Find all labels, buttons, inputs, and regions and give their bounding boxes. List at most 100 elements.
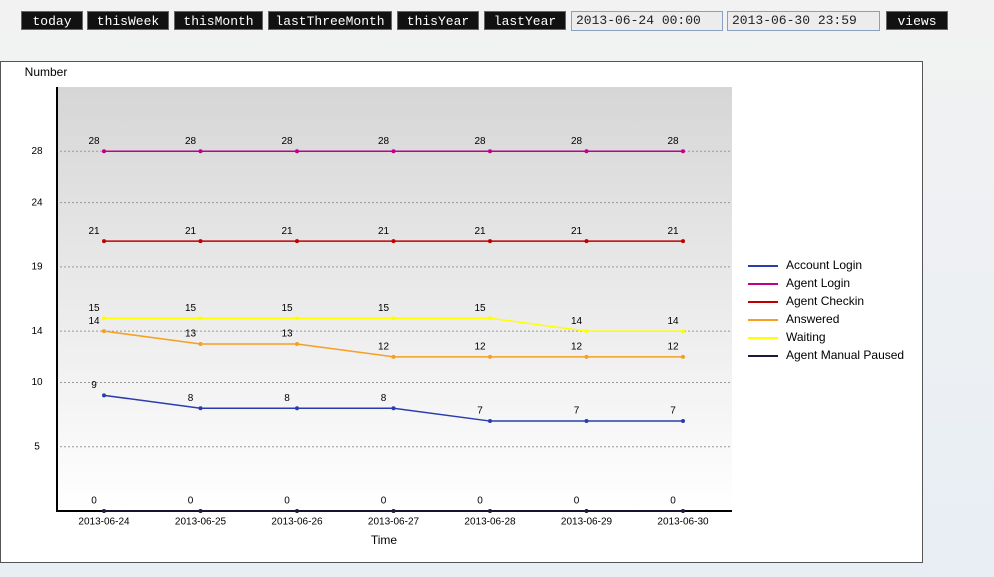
data-point (488, 354, 492, 359)
data-point (198, 341, 203, 346)
y-tick-label: 24 (31, 197, 43, 208)
data-point (488, 149, 492, 154)
data-point (102, 149, 106, 154)
button-this-year[interactable]: thisYear (397, 11, 479, 30)
button-today[interactable]: today (21, 11, 83, 30)
button-this-week[interactable]: thisWeek (87, 11, 169, 30)
data-point (198, 316, 203, 321)
data-label: 28 (571, 136, 583, 147)
data-point (102, 509, 106, 513)
data-label: 0 (381, 496, 387, 507)
legend-label: Agent Login (786, 276, 850, 290)
data-label: 14 (667, 316, 679, 327)
data-point (102, 316, 106, 321)
data-point (681, 419, 685, 424)
data-point (391, 354, 396, 359)
data-label: 21 (571, 226, 583, 237)
x-tick-label: 2013-06-29 (561, 517, 613, 528)
data-label: 15 (185, 303, 197, 314)
data-label: 8 (188, 393, 194, 404)
data-label: 12 (667, 341, 679, 352)
data-point (102, 393, 106, 398)
data-label: 0 (670, 496, 676, 507)
data-label: 13 (281, 329, 293, 340)
data-point (198, 149, 203, 154)
legend-label: Answered (786, 312, 839, 326)
data-point (295, 316, 299, 321)
data-label: 0 (477, 496, 483, 507)
data-point (488, 316, 492, 321)
data-label: 21 (378, 226, 390, 237)
data-label: 15 (474, 303, 486, 314)
data-label: 7 (477, 406, 483, 417)
legend-label: Agent Manual Paused (786, 348, 904, 362)
data-point (295, 341, 299, 346)
data-label: 28 (667, 136, 679, 147)
data-label: 0 (91, 496, 97, 507)
data-label: 21 (185, 226, 197, 237)
start-input[interactable]: 2013-06-24 00:00 (571, 11, 723, 31)
data-label: 21 (88, 226, 100, 237)
data-label: 14 (571, 316, 583, 327)
y-tick-label: 14 (31, 326, 43, 337)
data-point (391, 406, 396, 411)
y-tick-label: 5 (34, 441, 40, 452)
data-point (681, 354, 685, 359)
x-tick-label: 2013-06-24 (78, 517, 130, 528)
data-label: 13 (185, 329, 197, 340)
x-tick-label: 2013-06-28 (464, 517, 516, 528)
data-label: 21 (281, 226, 293, 237)
legend-label: Agent Checkin (786, 294, 864, 308)
button-last-three-month[interactable]: lastThreeMonth (268, 11, 392, 30)
data-label: 12 (378, 341, 390, 352)
x-tick-label: 2013-06-26 (271, 517, 323, 528)
data-label: 28 (378, 136, 390, 147)
data-label: 9 (91, 380, 97, 391)
button-views[interactable]: views (886, 11, 948, 30)
legend-label: Account Login (786, 258, 862, 272)
data-point (295, 239, 299, 244)
data-point (391, 509, 396, 513)
button-this-month[interactable]: thisMonth (174, 11, 263, 30)
x-tick-label: 2013-06-25 (175, 517, 227, 528)
data-point (295, 149, 299, 154)
data-label: 7 (670, 406, 676, 417)
data-label: 0 (188, 496, 194, 507)
data-point (198, 509, 203, 513)
data-point (102, 239, 106, 244)
data-label: 0 (574, 496, 580, 507)
legend-label: Waiting (786, 330, 826, 344)
data-point (584, 329, 589, 334)
data-label: 15 (281, 303, 293, 314)
data-point (681, 509, 685, 513)
plot-area (57, 87, 732, 511)
data-point (488, 509, 492, 513)
data-point (198, 239, 203, 244)
data-point (681, 239, 685, 244)
data-label: 8 (381, 393, 387, 404)
y-tick-label: 28 (31, 146, 43, 157)
end-input[interactable]: 2013-06-30 23:59 (727, 11, 880, 31)
y-tick-label: 19 (31, 262, 43, 273)
data-label: 28 (281, 136, 293, 147)
data-point (584, 239, 589, 244)
data-label: 14 (88, 316, 100, 327)
data-label: 0 (284, 496, 290, 507)
button-last-year[interactable]: lastYear (484, 11, 566, 30)
x-axis-label: Time (371, 533, 398, 547)
data-label: 21 (474, 226, 486, 237)
data-point (391, 239, 396, 244)
data-point (681, 149, 685, 154)
data-label: 12 (571, 341, 583, 352)
data-label: 28 (88, 136, 100, 147)
data-label: 15 (88, 303, 100, 314)
x-tick-label: 2013-06-30 (657, 517, 709, 528)
x-tick-label: 2013-06-27 (368, 517, 420, 528)
data-point (488, 419, 492, 424)
data-point (295, 509, 299, 513)
data-point (198, 406, 203, 411)
data-label: 7 (574, 406, 580, 417)
data-label: 28 (474, 136, 486, 147)
